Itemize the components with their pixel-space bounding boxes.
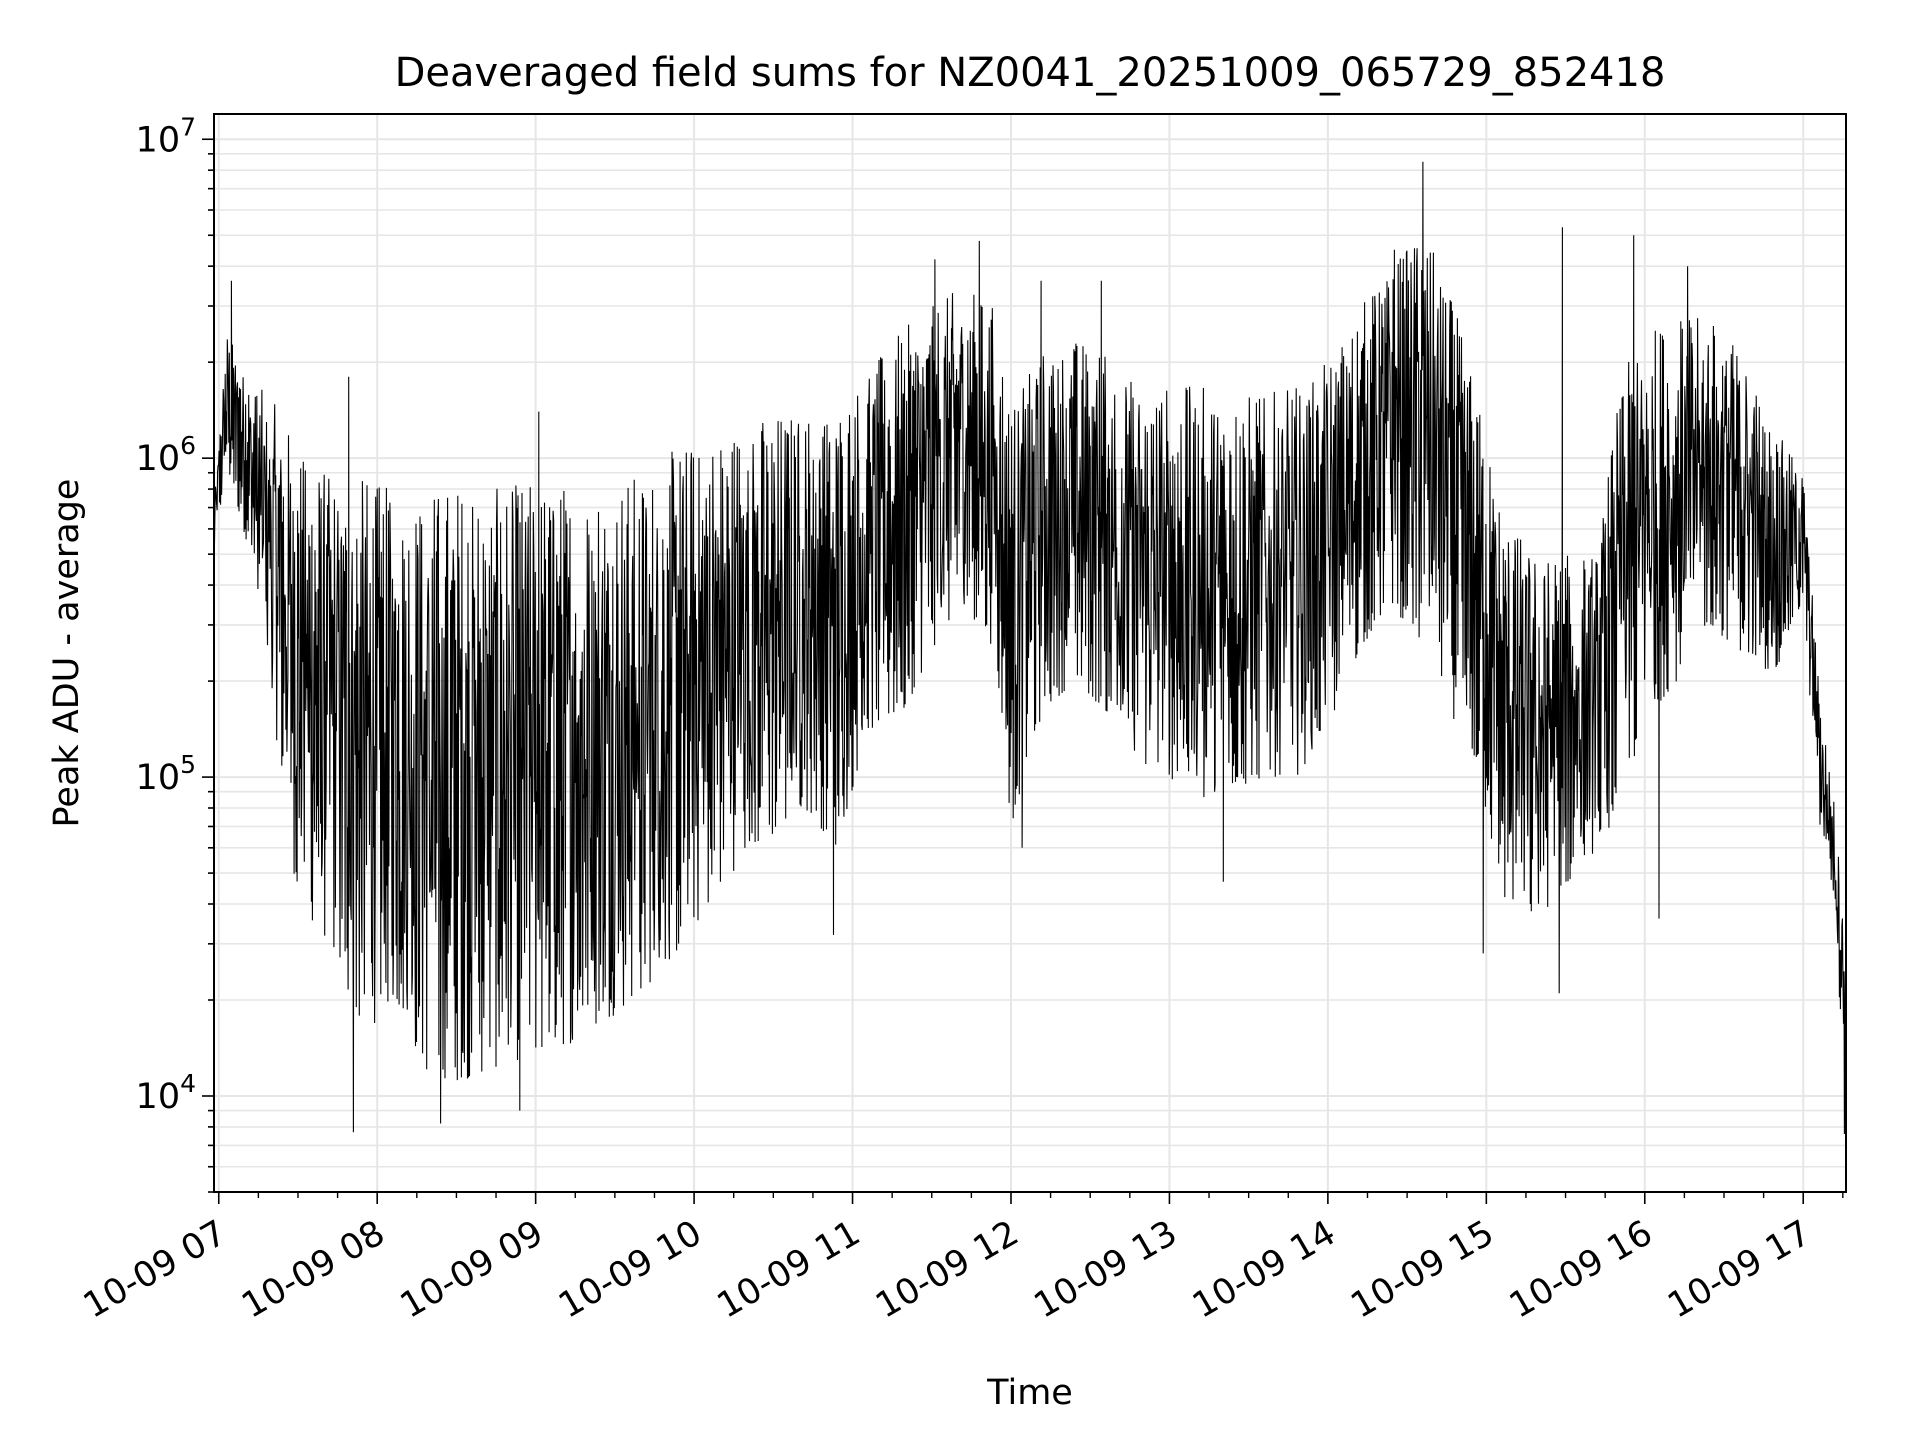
y-tick-label: 105 <box>136 750 196 798</box>
y-tick-label: 106 <box>136 431 196 479</box>
y-tick-label: 104 <box>136 1069 196 1117</box>
y-axis-label: Peak ADU - average <box>47 479 87 828</box>
series-line <box>213 161 1847 1135</box>
axes-frame <box>213 113 1847 1193</box>
x-axis-label: Time <box>986 1373 1073 1413</box>
y-axis: 104 105 106 107 <box>136 112 214 1193</box>
plot-area <box>213 161 1847 1135</box>
y-tick-label: 107 <box>136 112 196 160</box>
chart-title: Deaveraged field sums for NZ0041_2025100… <box>395 50 1666 96</box>
